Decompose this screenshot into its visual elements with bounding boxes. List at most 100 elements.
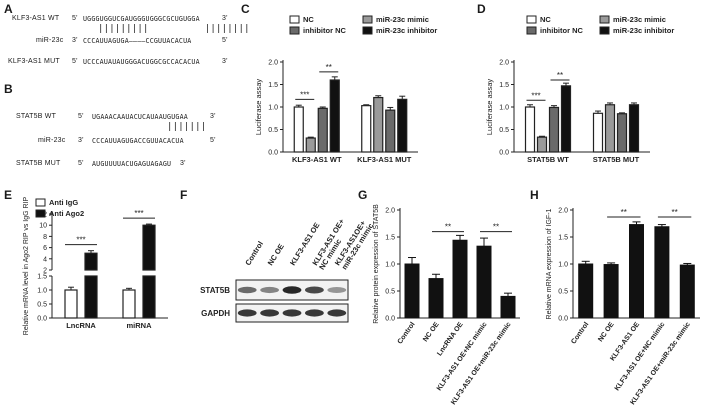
y-tick-label: 2	[43, 268, 47, 275]
x-tick-label: LncRNA	[66, 321, 96, 330]
bar	[428, 278, 444, 319]
bar	[373, 96, 384, 153]
bar	[64, 289, 78, 319]
legend-swatch	[35, 209, 46, 218]
legend-swatch	[362, 26, 373, 35]
panel-label-g: G	[358, 188, 368, 202]
panel-label-f: F	[180, 188, 188, 202]
bar	[476, 245, 492, 319]
bar	[317, 107, 328, 153]
x-tick-label: NC OE	[422, 321, 441, 343]
seq-name: KLF3-AS1 WT	[12, 15, 60, 22]
base-pair-lines: ||||||||| ||||||||	[98, 24, 250, 34]
blot-band	[304, 309, 324, 317]
bar	[329, 79, 340, 153]
legend-swatch	[599, 26, 610, 35]
significance-label: **	[493, 223, 499, 232]
legend-swatch	[526, 15, 537, 24]
seq-end: 3'	[210, 113, 216, 120]
bar	[84, 275, 98, 319]
legend-swatch	[599, 15, 610, 24]
bar	[578, 263, 594, 319]
bar	[548, 106, 560, 153]
sequence: UCCCAUAUAUGGGACUGGCGCCACACUA	[83, 58, 200, 66]
bar	[592, 112, 604, 153]
sequence: UGGGUGGUCGAUGGGUGGGCGCUGUGGA	[83, 15, 200, 23]
bar	[385, 109, 396, 153]
sequence: CCCAUUAGUGA————CCGUUACACUA	[83, 37, 192, 45]
legend-swatch	[289, 15, 300, 24]
bar	[654, 226, 670, 319]
bar	[560, 85, 572, 153]
bar	[604, 104, 616, 153]
y-tick-label: 1.5	[37, 274, 47, 281]
x-tick-label: KLF3-AS1 OE+NC mimic	[614, 321, 667, 392]
seq-end: 5'	[222, 37, 228, 44]
chart-h: 0.0 0.5 1.0 1.5 2.0 Relative mRNA expression …	[546, 208, 700, 406]
legend-label: Anti IgG	[49, 198, 78, 207]
bar	[629, 224, 644, 319]
panel-label-h: H	[530, 188, 539, 202]
bar	[397, 98, 408, 153]
y-tick-label: 10	[39, 223, 47, 230]
seq-end: 3'	[72, 37, 78, 44]
bar	[142, 224, 156, 271]
sequence: CCCAUUAGUGACCGUUACACUA	[92, 137, 184, 145]
sequence: AUGUUUUACUGAGUAGAGU	[92, 160, 172, 168]
seq-end: 3'	[222, 58, 228, 65]
bar	[122, 289, 136, 319]
seq-end: 5'	[210, 137, 216, 144]
y-tick-label: 6	[43, 245, 47, 252]
y-axis-label: Relative mRNA level in Ago2 RIP vs IgG R…	[23, 196, 30, 335]
chart-g: 0.0 0.5 1.0 1.5 2.0 Relative protein expressi…	[373, 204, 520, 406]
seq-name: miR-23c	[36, 37, 64, 44]
blot-band	[304, 286, 324, 294]
significance-label: ***	[76, 236, 85, 245]
significance-label: **	[557, 71, 563, 80]
bar	[305, 137, 316, 153]
y-tick-label: 1.5	[499, 82, 509, 89]
seq-name: miR-23c	[38, 137, 66, 144]
significance-label: **	[621, 208, 627, 217]
x-tick-label: STAT5B WT	[527, 155, 569, 164]
blot-band	[327, 309, 347, 317]
bar	[84, 252, 98, 271]
y-tick-label: 1.0	[558, 262, 568, 269]
legend-swatch	[35, 198, 46, 207]
legend-label: inhibitor NC	[540, 26, 583, 35]
y-tick-label: 2.0	[558, 208, 568, 215]
x-tick-label: STAT5B MUT	[593, 155, 640, 164]
panel-label-c: C	[241, 2, 250, 16]
bar	[679, 264, 695, 319]
seq-end: 5'	[72, 15, 78, 22]
x-tick-label: miRNA	[126, 321, 152, 330]
y-tick-label: 1.5	[558, 235, 568, 242]
x-tick-label: KLF3-AS1 WT	[292, 155, 342, 164]
blot-band	[327, 287, 347, 293]
y-tick-label: 1.0	[385, 262, 395, 269]
seq-end: 3'	[222, 15, 228, 22]
blot-row-label: GAPDH	[201, 309, 230, 318]
lane-label: Control	[243, 240, 265, 267]
blot-band	[260, 286, 280, 294]
blot-band	[237, 286, 257, 294]
y-tick-label: 0.0	[37, 316, 47, 323]
seq-end: 5'	[72, 58, 78, 65]
y-tick-label: 0.0	[558, 316, 568, 323]
x-tick-label: Control	[570, 321, 590, 345]
y-tick-label: 0.5	[558, 289, 568, 296]
blot-band	[260, 309, 280, 317]
y-axis-label: Relative mRNA expression of IGF-1	[546, 208, 553, 319]
y-axis-label: Luciferase assay	[254, 79, 263, 136]
y-tick-label: 1.0	[268, 105, 278, 112]
y-tick-label: 0.0	[268, 150, 278, 157]
panel-label-b: B	[4, 82, 13, 96]
y-tick-label: 0.0	[499, 150, 509, 157]
y-tick-label: 0.5	[37, 302, 47, 309]
blot-band	[237, 309, 257, 317]
seq-name: KLF3-AS1 MUT	[8, 58, 60, 65]
significance-label: ***	[300, 90, 309, 99]
bar	[404, 263, 420, 319]
seq-end: 3'	[78, 137, 84, 144]
